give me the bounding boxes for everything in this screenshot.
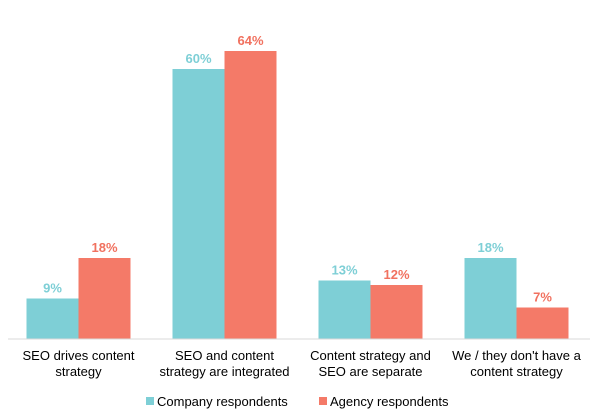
value-label-agency-0: 18% [91, 240, 117, 255]
category-label-line: SEO are separate [318, 364, 422, 379]
bar-company-1 [172, 69, 225, 339]
bar-agency-1 [224, 51, 277, 339]
value-label-agency-3: 7% [533, 290, 552, 305]
category-label-0: SEO drives content strategy [23, 348, 135, 379]
bars-layer [26, 51, 569, 339]
category-label-2: Content strategy and SEO are separate [310, 348, 431, 379]
bar-agency-2 [370, 285, 423, 339]
category-label-line: SEO drives content [23, 348, 135, 363]
legend-label-company: Company respondents [157, 394, 288, 409]
value-label-agency-1: 64% [237, 33, 263, 48]
value-label-company-1: 60% [185, 51, 211, 66]
category-label-line: Content strategy and [310, 348, 431, 363]
value-label-company-3: 18% [477, 240, 503, 255]
value-label-company-0: 9% [43, 281, 62, 296]
category-label-1: SEO and content strategy are integrated [159, 348, 289, 379]
category-label-3: We / they don't have a content strategy [452, 348, 581, 379]
bar-company-3 [464, 258, 517, 339]
category-label-line: We / they don't have a [452, 348, 581, 363]
category-label-line: strategy [55, 364, 102, 379]
bar-company-2 [318, 280, 371, 339]
legend-swatch-company [146, 397, 154, 405]
legend-swatch-agency [319, 397, 327, 405]
value-label-agency-2: 12% [383, 267, 409, 282]
category-label-line: strategy are integrated [159, 364, 289, 379]
legend: Company respondents Agency respondents [146, 394, 449, 409]
bar-company-0 [26, 298, 79, 339]
bar-agency-0 [78, 258, 131, 339]
value-label-company-2: 13% [331, 263, 357, 278]
legend-label-agency: Agency respondents [330, 394, 449, 409]
bar-agency-3 [516, 307, 569, 339]
value-labels-layer: 9% 18% 60% 64% 13% 12% 18% 7% [43, 33, 552, 305]
category-label-line: content strategy [470, 364, 563, 379]
category-label-line: SEO and content [175, 348, 274, 363]
category-labels-layer: SEO drives content strategy SEO and conten… [23, 348, 582, 379]
